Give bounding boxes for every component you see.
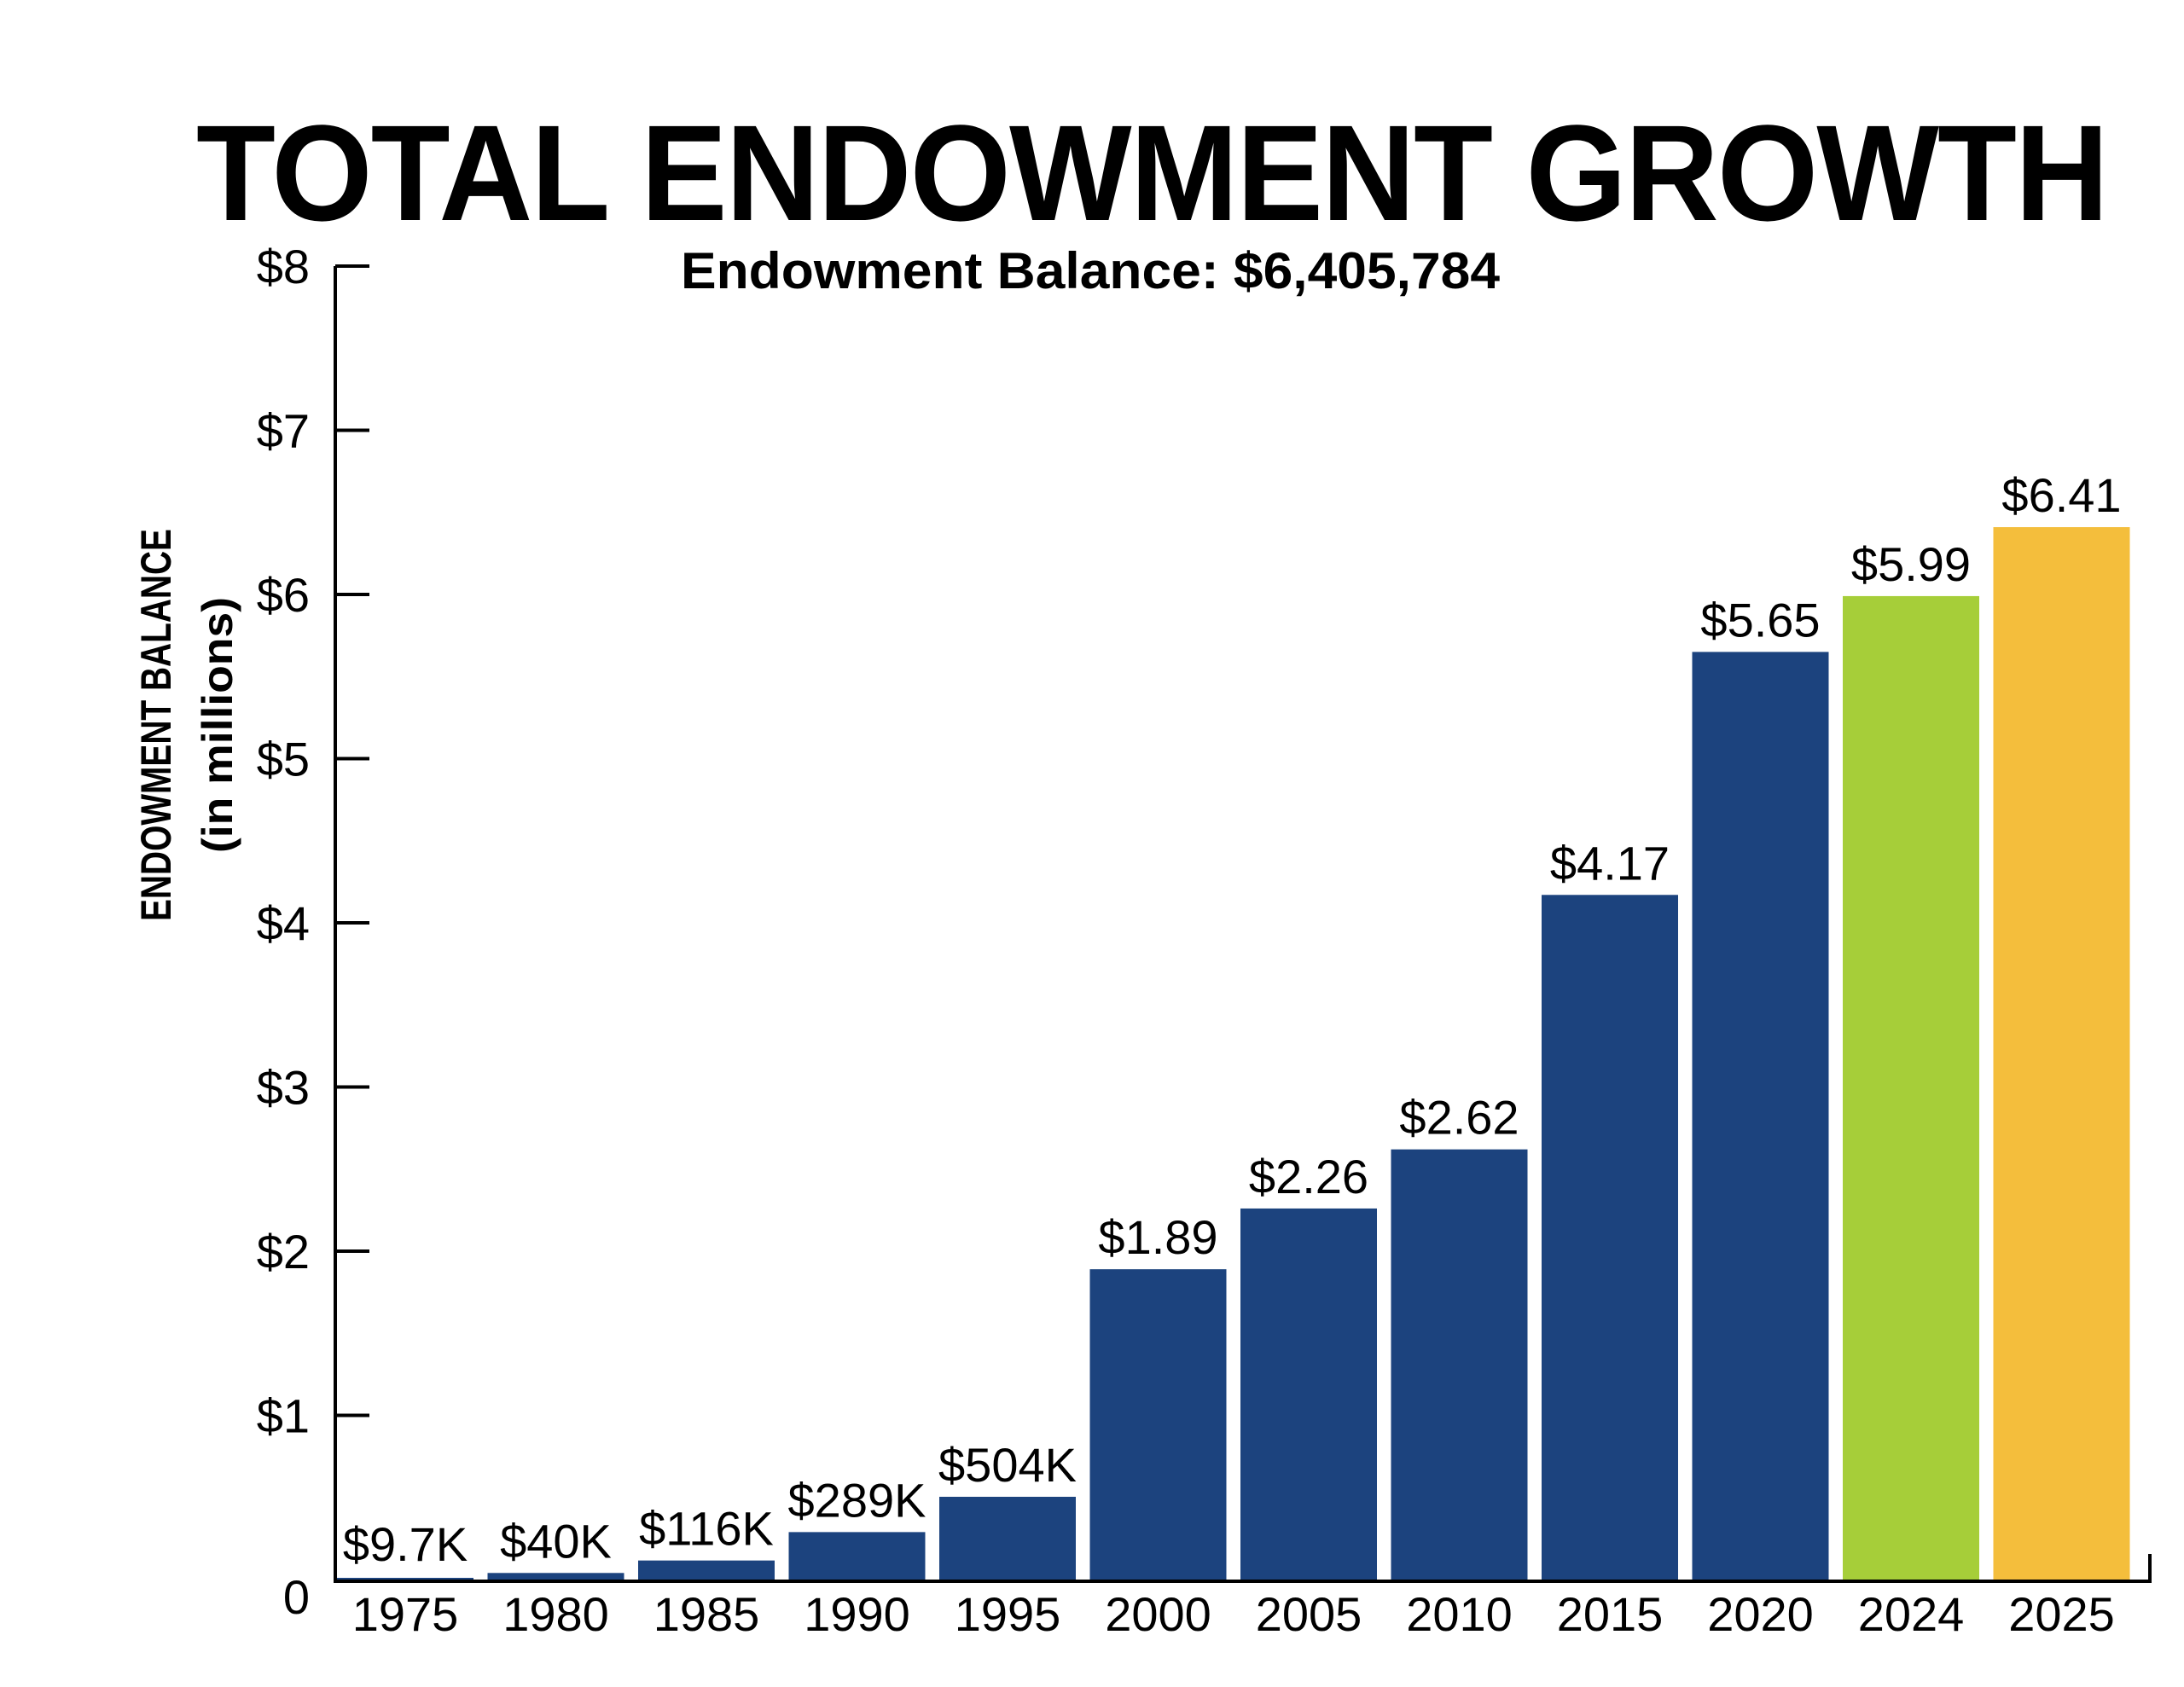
x-tick-label-2000: 2000 <box>1105 1587 1211 1641</box>
x-tick-label-2010: 2010 <box>1406 1587 1513 1641</box>
y-axis-sublabel: (in millions) <box>194 597 241 853</box>
x-tick-label-2024: 2024 <box>1858 1587 1965 1641</box>
y-tick-label: $7 <box>257 404 310 458</box>
x-tick-label-2020: 2020 <box>1707 1587 1814 1641</box>
bar-1985 <box>638 1560 775 1580</box>
value-label-1975: $9.7K <box>343 1517 468 1571</box>
value-label-1990: $289K <box>788 1473 926 1527</box>
value-label-2010: $2.62 <box>1399 1091 1519 1145</box>
chart-title: TOTAL ENDOWMENT GROWTH <box>196 96 2107 249</box>
chart-subtitle: Endowment Balance: $6,405,784 <box>681 242 1501 299</box>
bar-1980 <box>487 1573 624 1580</box>
x-tick-label-2005: 2005 <box>1256 1587 1362 1641</box>
y-tick-label: $4 <box>257 896 310 950</box>
x-axis: 1975 1980 1985 1990 1995 2000 2005 2010 2015 2020… <box>334 1554 2152 1641</box>
bar-1990 <box>788 1532 926 1580</box>
x-tick-label-2025: 2025 <box>2008 1587 2115 1641</box>
bar-2025 <box>1993 527 2130 1580</box>
value-label-2020: $5.65 <box>1700 593 1820 646</box>
y-tick-label: $1 <box>257 1389 310 1443</box>
x-tick-label-1990: 1990 <box>804 1587 910 1641</box>
bar-1975 <box>337 1578 473 1580</box>
value-label-1980: $40K <box>500 1514 612 1568</box>
x-tick-label-1985: 1985 <box>653 1587 760 1641</box>
value-label-2024: $5.99 <box>1851 537 1971 591</box>
x-tick-label-1995: 1995 <box>955 1587 1061 1641</box>
value-labels-group: $9.7K $40K $116K $289K$504K $1.89 $2.26 $2.62 $… <box>343 468 2122 1571</box>
bar-1995 <box>939 1496 1076 1580</box>
bar-2010 <box>1391 1149 1528 1580</box>
bars-group <box>337 527 2130 1580</box>
x-tick-label-2015: 2015 <box>1557 1587 1664 1641</box>
y-tick-label: $2 <box>257 1225 310 1278</box>
bar-2015 <box>1542 895 1678 1580</box>
value-label-1985: $116K <box>639 1502 774 1556</box>
y-tick-label: $3 <box>257 1061 310 1115</box>
bar-2020 <box>1692 652 1829 1580</box>
bar-2024 <box>1843 595 1979 1580</box>
y-axis-title: ENDOWMENT BALANCE (in millions) <box>132 529 241 921</box>
y-tick-label: $8 <box>257 240 310 293</box>
value-label-2025: $6.41 <box>2001 468 2121 522</box>
x-tick-label-1980: 1980 <box>502 1587 609 1641</box>
value-label-2005: $2.26 <box>1249 1150 1368 1203</box>
y-tick-label: 0 <box>283 1570 310 1624</box>
y-tick-label: $5 <box>257 733 310 786</box>
y-axis-label: ENDOWMENT BALANCE <box>132 529 180 921</box>
bar-2005 <box>1240 1208 1377 1580</box>
y-tick-label: $6 <box>257 568 310 622</box>
bar-2000 <box>1089 1269 1227 1580</box>
value-label-1995: $504K <box>938 1438 1077 1492</box>
y-axis: 0 $1 $2 $3 $4 $5 $6 $7 $8 <box>257 240 369 1624</box>
x-tick-label-1975: 1975 <box>352 1587 459 1641</box>
value-label-2000: $1.89 <box>1098 1210 1217 1264</box>
value-label-2015: $4.17 <box>1550 836 1670 890</box>
